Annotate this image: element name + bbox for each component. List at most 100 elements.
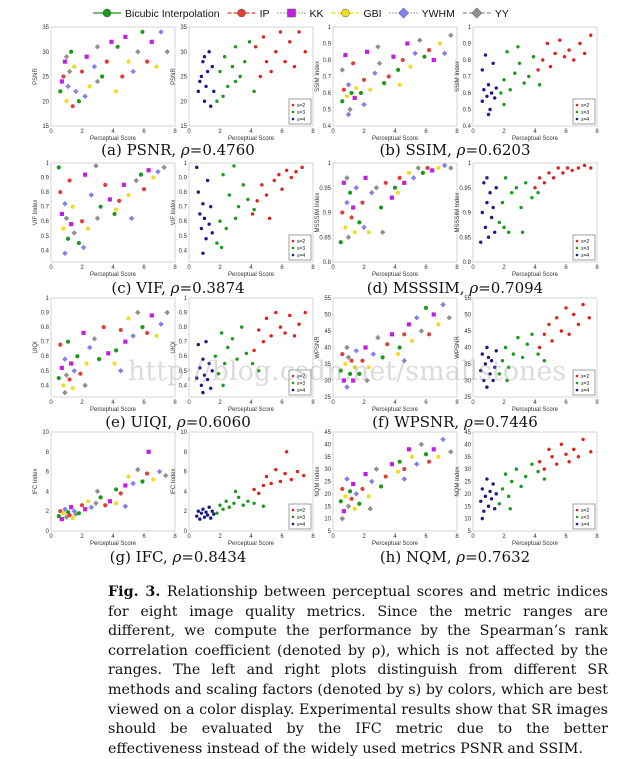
data-point	[500, 359, 505, 363]
data-point	[349, 358, 354, 363]
y-tick-label: 0.8	[41, 190, 50, 196]
data-point	[360, 486, 365, 492]
data-point	[156, 468, 163, 475]
data-point	[202, 515, 207, 519]
y-tick-label: 0	[46, 529, 50, 535]
x-tick-label: 6	[564, 400, 568, 406]
data-point	[94, 215, 101, 222]
data-point	[365, 49, 370, 54]
data-point	[494, 186, 498, 190]
data-point	[79, 503, 85, 508]
data-point	[339, 515, 346, 522]
subfigure-caption: (b) SSIM, ρ=0.6203	[379, 141, 530, 159]
subfigure-caption: (a) PSNR, ρ=0.4760	[101, 141, 255, 159]
data-point	[221, 507, 225, 511]
data-point	[352, 506, 357, 511]
y-tick-label: 0.85	[459, 235, 471, 241]
legend-label: YWHM	[422, 8, 455, 20]
data-point	[400, 57, 405, 63]
y-tick-label: 0.9	[179, 311, 188, 317]
data-point	[292, 334, 297, 338]
data-point	[397, 459, 402, 464]
data-point	[257, 369, 261, 373]
data-point	[363, 175, 368, 180]
data-point	[114, 207, 119, 212]
data-point	[589, 166, 593, 170]
data-point	[367, 505, 373, 512]
data-point	[83, 507, 88, 512]
data-point	[61, 383, 66, 388]
data-point	[267, 216, 272, 221]
data-point	[555, 316, 559, 320]
data-point	[397, 175, 402, 180]
scatter-by-scale: 0 2 4 6 8 0.4 0.5 0.6 0.7 0.8 0.9 1 Perceptual Score…	[171, 296, 315, 413]
scale-legend: s=2s=3s=4	[572, 98, 596, 125]
data-point	[274, 310, 278, 315]
data-point	[158, 29, 164, 35]
data-point	[494, 349, 498, 353]
x-tick-label: 4	[111, 129, 115, 135]
data-point	[221, 94, 225, 99]
x-tick-label: 4	[393, 265, 397, 271]
data-point	[106, 351, 111, 356]
x-tick-label: 0	[471, 129, 475, 135]
y-tick-label: 25	[180, 75, 187, 81]
data-point	[480, 99, 484, 103]
x-tick-label: 8	[173, 265, 177, 271]
data-point	[94, 44, 101, 50]
data-point	[572, 447, 576, 452]
data-point	[120, 74, 125, 79]
x-tick-label: 8	[311, 534, 315, 540]
data-point	[345, 82, 352, 88]
data-point	[202, 216, 207, 221]
legend-dot-icon	[291, 253, 295, 257]
data-point	[489, 91, 494, 95]
data-point	[488, 107, 492, 112]
legend-label: Bicubic Interpolation	[125, 8, 220, 20]
data-point	[341, 378, 346, 383]
scatter-by-method: 0 2 4 6 8 0.4 0.5 0.6 0.7 0.8 0.9 1 Perceptual Score…	[33, 161, 177, 278]
data-point	[344, 94, 350, 99]
data-point	[128, 215, 135, 222]
legend-label: s=2	[297, 374, 305, 380]
data-point	[209, 204, 213, 209]
data-point	[364, 377, 370, 384]
data-point	[354, 85, 359, 91]
data-point	[145, 59, 150, 64]
data-point	[361, 224, 367, 231]
data-point	[98, 495, 103, 500]
legend-dot-icon	[575, 508, 579, 512]
data-point	[155, 169, 161, 175]
data-point	[236, 204, 241, 209]
y-tick-label: 50	[464, 313, 471, 319]
data-point	[536, 68, 540, 72]
data-point	[351, 205, 356, 210]
data-point	[483, 53, 488, 57]
data-point	[489, 215, 494, 220]
data-point	[402, 180, 407, 185]
data-point	[195, 376, 199, 380]
data-point	[431, 312, 436, 317]
rho-value: =0.4760	[190, 141, 255, 159]
data-point	[86, 226, 91, 231]
data-point	[69, 505, 74, 510]
data-point	[88, 192, 95, 198]
y-tick-label: 0	[184, 529, 188, 535]
rho-symbol: ρ	[455, 548, 465, 566]
data-point	[212, 89, 216, 94]
data-point	[570, 168, 574, 173]
y-tick-label: 0.9	[41, 311, 50, 317]
x-axis-label: Perceptual Score	[90, 272, 137, 278]
legend-label: s=2	[297, 508, 305, 514]
data-point	[344, 175, 350, 181]
data-point	[396, 190, 401, 195]
data-point	[441, 50, 448, 57]
data-point	[198, 212, 202, 216]
data-point	[199, 74, 204, 79]
data-point	[491, 378, 495, 383]
legend-dot-icon	[575, 246, 579, 250]
data-point	[564, 306, 568, 310]
legend-dot-icon	[291, 381, 295, 385]
panel-ssim-index: 0 2 4 6 8 0.4 0.5 0.6 0.7 0.8 0.9 1 Perceptual Score…	[315, 25, 599, 159]
data-point	[351, 378, 356, 383]
